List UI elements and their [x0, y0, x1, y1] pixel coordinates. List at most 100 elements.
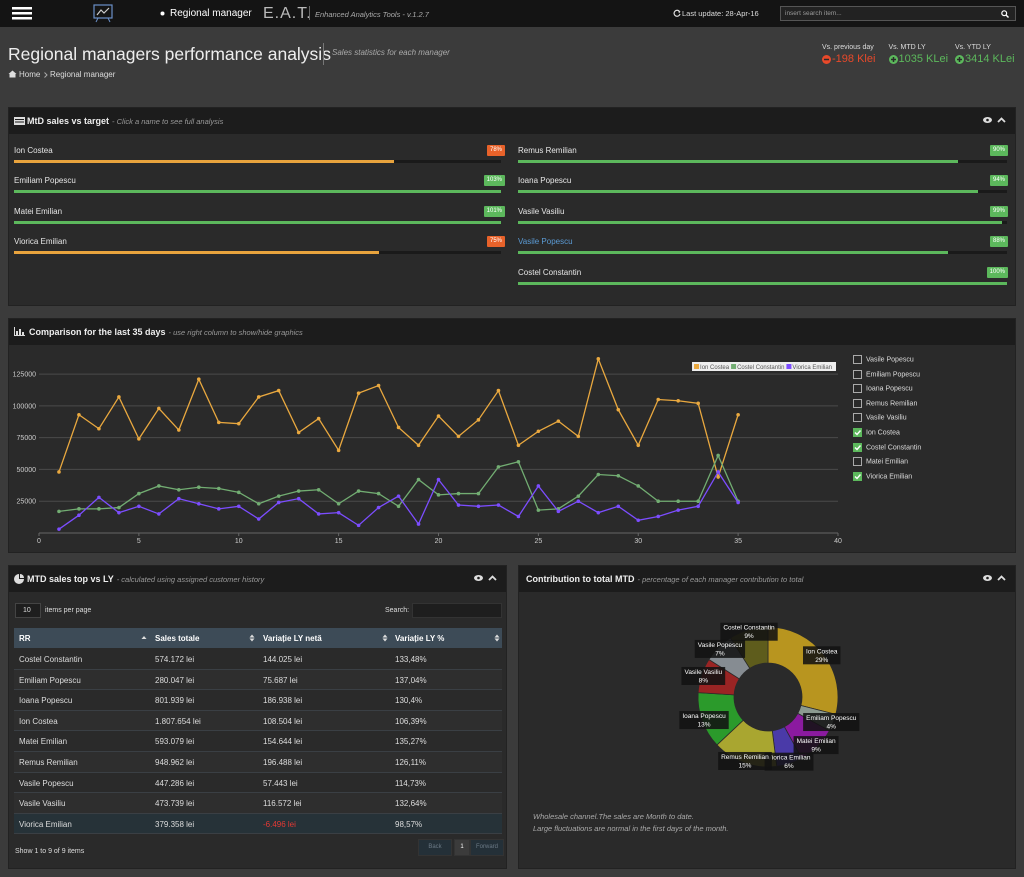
progress-bar: [14, 220, 501, 224]
column-header[interactable]: Variație LY netă: [263, 634, 322, 643]
toggle-label: Ioana Popescu: [866, 385, 913, 393]
breadcrumb-separator: [44, 72, 48, 78]
pager: Back 1 Forward: [418, 839, 504, 856]
data-point: [316, 512, 321, 516]
data-point: [256, 395, 261, 399]
pager-button[interactable]: 1: [454, 839, 470, 856]
page-size-label: items per page: [45, 607, 92, 614]
series-toggle[interactable]: Viorica Emilian: [853, 471, 912, 481]
pager-button[interactable]: Forward: [470, 839, 504, 856]
series-toggle[interactable]: Vasile Vasiliu: [853, 413, 907, 423]
series-toggle[interactable]: Ion Costea: [853, 428, 900, 437]
data-point: [576, 434, 581, 439]
data-point: [516, 443, 521, 448]
column-header[interactable]: Variație LY %: [395, 634, 445, 643]
search-box[interactable]: insert search item...: [780, 6, 1016, 21]
slice-label: Ion Costea 29%: [803, 646, 841, 665]
series-toggle[interactable]: Remus Remilian: [853, 398, 917, 408]
manager-name[interactable]: Viorica Emilian: [14, 237, 67, 247]
manager-name[interactable]: Vasile Vasiliu: [518, 206, 565, 216]
refresh-icon: [673, 9, 681, 17]
data-point: [296, 489, 301, 493]
legend-swatch: [694, 364, 700, 369]
table-cell: Vasile Popescu: [19, 778, 74, 788]
table-cell: 144.025 lei: [263, 655, 303, 664]
table-cell: 593.079 lei: [155, 737, 195, 747]
data-point: [376, 383, 381, 388]
data-point: [97, 507, 101, 511]
slice-value: 4%: [827, 724, 837, 731]
check-path: [854, 430, 861, 436]
trend-icon: [955, 55, 964, 64]
panel-header: Comparison for the last 35 days - use rig…: [9, 319, 1015, 345]
panel-controls[interactable]: [983, 115, 1007, 125]
data-point: [596, 472, 601, 477]
data-point: [256, 501, 261, 506]
progress-bar: [14, 190, 501, 194]
table-row: Costel Constantin 574.172 lei 144.025 lei 1…: [14, 649, 502, 670]
slice-name: Vasile Vasiliu: [684, 669, 722, 676]
series-toggle[interactable]: Emiliam Popescu: [853, 369, 920, 379]
x-tick-label: 40: [834, 538, 842, 545]
manager-name[interactable]: Ion Costea: [14, 146, 53, 155]
table-cell: Costel Constantin: [19, 655, 83, 664]
data-point: [236, 504, 241, 509]
table-cell: 108.504 lei: [263, 716, 303, 726]
breadcrumb-link[interactable]: Home: [19, 70, 41, 79]
manager-name[interactable]: Remus Remilian: [518, 146, 577, 155]
title-text: Contribution to total MTD: [526, 574, 635, 584]
check-mark: [854, 444, 861, 451]
x-tick-label: 30: [634, 538, 642, 545]
series-toggle[interactable]: Ioana Popescu: [853, 384, 913, 394]
series-toggle[interactable]: Matei Emilian: [853, 457, 908, 467]
series-toggle[interactable]: Vasile Popescu: [853, 355, 914, 364]
percent-badge: 99%: [989, 205, 1008, 217]
column-header[interactable]: RR: [19, 634, 31, 643]
slice-label: Emiliam Popescu 4%: [803, 713, 860, 732]
table-cell: 1.807.654 lei: [155, 716, 201, 726]
breadcrumb-current: Regional manager: [50, 70, 116, 79]
data-point: [216, 507, 221, 511]
data-point: [616, 407, 621, 412]
table-search[interactable]: [412, 603, 502, 618]
series-line: [58, 356, 739, 480]
series-toggle[interactable]: Costel Constantin: [853, 442, 921, 452]
data-point: [716, 470, 720, 474]
table-cell: 473.739 lei: [155, 799, 195, 809]
data-point: [476, 491, 481, 496]
table-cell: 379.358 lei: [155, 819, 195, 829]
table-cell: 133,48%: [395, 655, 427, 664]
y-tick-label: 125000: [13, 372, 36, 379]
table-row: Matei Emilian 593.079 lei 154.644 lei 135,2…: [14, 731, 502, 752]
page-size-select[interactable]: 10: [15, 603, 41, 618]
data-point: [696, 499, 700, 504]
progress-bar: [518, 160, 959, 163]
logo: [93, 4, 113, 23]
y-tick-label: 25000: [17, 499, 37, 506]
panel-controls[interactable]: [983, 573, 1007, 583]
data-point: [77, 507, 81, 511]
panel-header: MtD sales vs target - Click a name to see…: [9, 108, 1015, 134]
section-name: Regional manager: [170, 8, 252, 19]
manager-name[interactable]: Costel Constantin: [518, 267, 582, 277]
title-text: MtD sales vs target: [27, 116, 110, 126]
data-point: [117, 510, 121, 515]
data-point: [636, 518, 641, 523]
x-tick-label: 20: [435, 538, 443, 545]
series-line: [58, 453, 739, 513]
manager-name[interactable]: Matei Emilian: [14, 206, 63, 216]
manager-name[interactable]: Emiliam Popescu: [14, 176, 76, 186]
panel-controls[interactable]: [474, 573, 498, 583]
sort-arrow: [249, 634, 255, 642]
table-cell: 135,27%: [395, 737, 427, 747]
column-header[interactable]: Sales totale: [155, 634, 200, 643]
table-row: Emiliam Popescu 280.047 lei 75.687 lei 137,…: [14, 669, 502, 691]
legend-label: Costel Constantin: [737, 365, 784, 371]
sort-arrow: [382, 634, 388, 642]
pager-button[interactable]: Back: [418, 839, 452, 856]
manager-name[interactable]: Vasile Popescu: [518, 237, 573, 247]
menu-button[interactable]: [12, 7, 32, 20]
data-point: [476, 504, 481, 509]
manager-name[interactable]: Ioana Popescu: [518, 176, 572, 186]
